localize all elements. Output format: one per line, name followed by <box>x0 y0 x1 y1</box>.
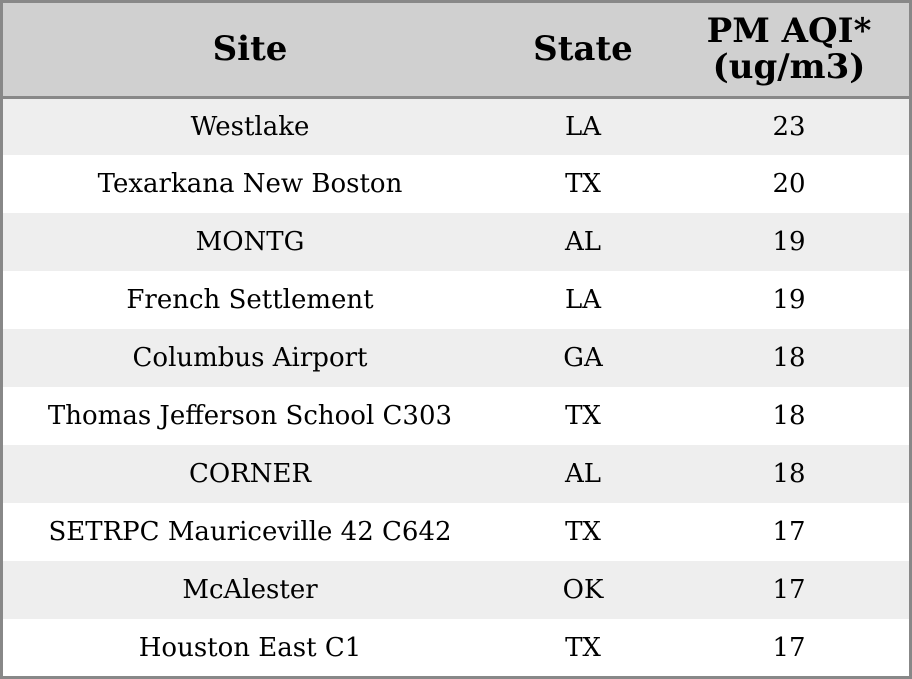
state-cell: TX <box>565 169 601 199</box>
site-cell: Thomas Jefferson School C303 <box>47 401 453 431</box>
pm-aqi-cell: 19 <box>772 227 806 257</box>
column-header-site: Site <box>3 3 497 99</box>
pm-aqi-cell: 18 <box>772 343 806 373</box>
state-cell: TX <box>565 633 601 663</box>
column-header-pm-aqi-unit: (ug/m3) <box>712 47 866 88</box>
site-cell: SETRPC Mauriceville 42 C642 <box>48 517 452 547</box>
pm-aqi-cell: 17 <box>772 633 806 663</box>
state-cell: AL <box>564 459 602 489</box>
table-row: McAlester OK 17 <box>3 561 909 619</box>
site-cell: Texarkana New Boston <box>97 169 403 199</box>
table-row: Thomas Jefferson School C303 TX 18 <box>3 387 909 445</box>
pm-aqi-cell: 17 <box>772 575 806 605</box>
table-body: Westlake LA 23 Texarkana New Boston TX 20 MONT… <box>3 97 909 676</box>
pm-aqi-cell: 20 <box>772 169 806 199</box>
pm-aqi-cell: 18 <box>772 401 806 431</box>
column-header-pm-aqi: PM AQI* (ug/m3) <box>669 3 909 99</box>
header-row: Site State PM AQI* (ug/m3) <box>3 3 909 99</box>
table-row: Texarkana New Boston TX 20 <box>3 155 909 213</box>
table-header: Site State PM AQI* (ug/m3) <box>3 3 909 99</box>
state-cell: LA <box>564 111 602 142</box>
pm-aqi-cell: 17 <box>772 517 806 547</box>
table-row: SETRPC Mauriceville 42 C642 TX 17 <box>3 503 909 561</box>
state-cell: OK <box>562 575 604 605</box>
table-row: CORNER AL 18 <box>3 445 909 503</box>
column-header-state: State <box>497 3 669 99</box>
state-cell: GA <box>563 343 603 373</box>
pm-aqi-cell: 19 <box>772 285 806 315</box>
table-row: Columbus Airport GA 18 <box>3 329 909 387</box>
state-cell: LA <box>564 285 602 315</box>
site-cell: Houston East C1 <box>138 633 362 663</box>
table-row: French Settlement LA 19 <box>3 271 909 329</box>
table-row: Houston East C1 TX 17 <box>3 619 909 676</box>
state-cell: TX <box>565 401 601 431</box>
table-row: MONTG AL 19 <box>3 213 909 271</box>
site-cell: MONTG <box>195 227 305 257</box>
pm-aqi-table: Site State PM AQI* (ug/m3) Westlake LA 23 T… <box>3 3 909 676</box>
pm-aqi-cell: 18 <box>772 459 806 489</box>
state-cell: TX <box>565 517 601 547</box>
table-row: Westlake LA 23 <box>3 97 909 155</box>
pm-aqi-cell: 23 <box>772 111 806 142</box>
site-cell: Westlake <box>190 111 310 142</box>
site-cell: McAlester <box>182 575 318 605</box>
site-cell: French Settlement <box>126 285 374 315</box>
column-header-pm-aqi-line1: PM AQI* <box>706 11 872 52</box>
state-cell: AL <box>564 227 602 257</box>
site-cell: Columbus Airport <box>132 343 368 373</box>
site-cell: CORNER <box>188 459 312 489</box>
